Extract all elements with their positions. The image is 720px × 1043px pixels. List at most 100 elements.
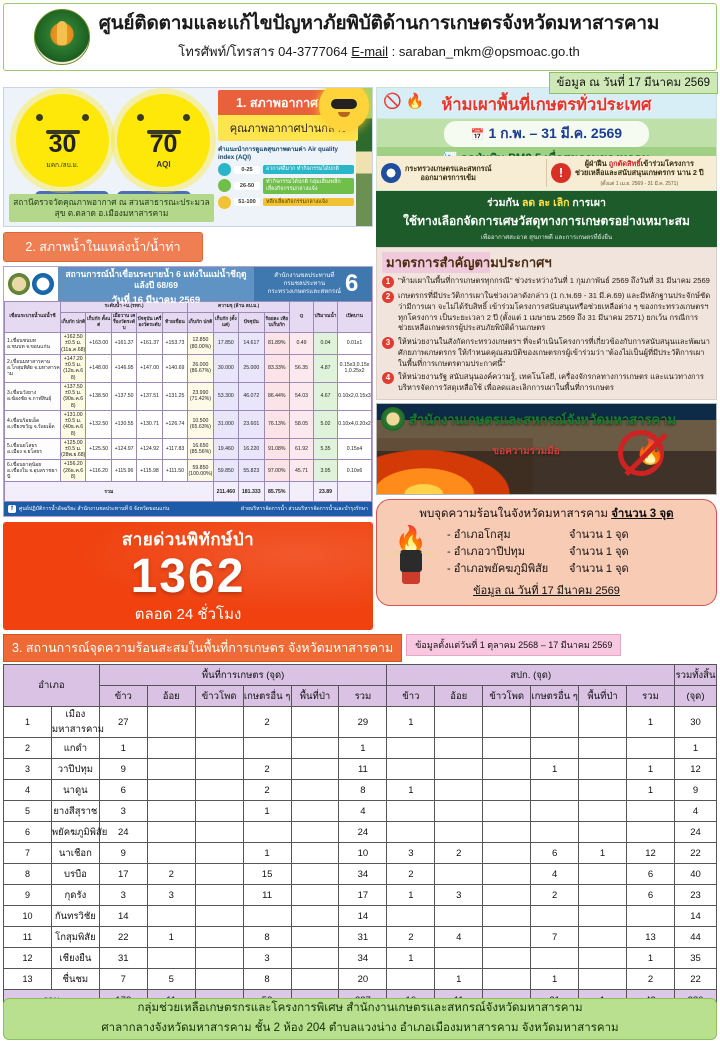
header-datestamp: ข้อมูล ณ วันที่ 17 มีนาคม 2569 xyxy=(548,72,718,94)
cell-ag-other: 11 xyxy=(242,884,292,907)
wt-v1: 31.000 xyxy=(212,409,240,439)
no-fire-icon: 🔥 xyxy=(618,430,665,477)
cell-sp-other: 2 xyxy=(530,884,580,907)
cell-sp-other xyxy=(530,905,580,928)
wt-total-v1: 211.460 xyxy=(212,481,240,503)
table-row: 4 นาดูน 6 2 8 1 1 9 xyxy=(3,779,717,802)
cell-ag-cane: 2 xyxy=(146,863,196,886)
cell-ag-total: 34 xyxy=(338,863,388,886)
page-title: ศูนย์ติดตามและแก้ไขปัญหาภัยพิบัติด้านการ… xyxy=(98,13,660,35)
cell-sp-cane xyxy=(434,758,484,781)
row-index: 5 xyxy=(3,800,52,823)
office-line3: กระทรวงเกษตรและสหกรณ์ xyxy=(267,288,341,296)
office-banner-mid: ขอความร่วมมือ xyxy=(492,445,560,457)
cell-ag-other: 2 xyxy=(242,779,292,802)
hotspot-title-b: จำนวน 3 จุด xyxy=(611,508,674,521)
wt-h-gate: เปิดบาน xyxy=(337,300,372,334)
fire-icon: 🔥 xyxy=(405,93,425,110)
row-amphoe: กุดรัง xyxy=(50,884,100,907)
header-text-block: ศูนย์ติดตามและแก้ไขปัญหาภัยพิบัติด้านการ… xyxy=(90,12,708,62)
th-grand-group: รวมทั้งสิ้น xyxy=(674,664,717,687)
cell-sp-total: 13 xyxy=(625,926,676,949)
penalty-line2: ช่วยเหลือและสนับสนุนเกษตรกร นาน 2 ปี xyxy=(575,168,704,178)
cell-ag-forest xyxy=(290,863,340,886)
cell-sp-cane: 1 xyxy=(434,968,484,991)
penalty-line1a: ผู้ฝ่าฝืน xyxy=(584,158,609,168)
warning-icon: ! xyxy=(551,163,571,183)
cell-sp-forest xyxy=(578,884,627,907)
hotspot-row: - อำเภอพยัคฆภูมิพิสัย จำนวน 1 จุด xyxy=(447,561,710,578)
pm25-unit: มคก./ลบ.ม. xyxy=(46,161,79,169)
cell-sp-rice: 2 xyxy=(386,926,436,949)
office-number: 6 xyxy=(344,270,359,297)
cell-sp-rice xyxy=(386,737,436,760)
th-sp-corn: ข้าวโพด xyxy=(482,685,532,708)
cell-grand: 22 xyxy=(674,968,717,991)
wt-c2: +124.97 xyxy=(110,437,138,461)
water-date: วันที่ 16 มีนาคม 2569 xyxy=(111,295,201,307)
wt-cap: 59.850 xyxy=(192,464,209,471)
cell-sp-cane xyxy=(434,863,484,886)
green-line1: ร่วมกัน ลด ละ เลิก การเผา xyxy=(380,194,713,211)
cell-sp-forest xyxy=(578,821,627,844)
pm25-value: 30 xyxy=(48,129,77,158)
burn-ban-dates: 📅 1 ก.พ. – 31 มี.ค. 2569 xyxy=(444,121,649,147)
cell-ag-forest xyxy=(290,905,340,928)
aqi-legend-row: 26-50 ทำกิจกรรมได้ปกติ กลุ่มเสี่ยงหลีกเล… xyxy=(218,178,354,194)
wt-total-v2: 181.333 xyxy=(238,481,265,503)
green-l1b: ลด ละ เลิก xyxy=(521,197,570,209)
cell-ag-cane xyxy=(146,779,196,802)
wt-sh-3: ปัจจุบัน เครื่องวัดระดับ xyxy=(136,311,163,334)
cell-sp-total: 1 xyxy=(625,947,676,970)
wt-dam-sub: อ.โกสุมพิสัย จ.มหาสารคาม xyxy=(7,365,60,378)
table-row: 11 โกสุมพิสัย 22 1 8 31 2 4 7 13 44 xyxy=(3,926,717,949)
wt-keepd: (90ธ.ค.68) xyxy=(63,396,84,409)
cell-ag-total: 4 xyxy=(338,800,388,823)
wt-c3: +124.92 xyxy=(136,437,163,461)
cell-ag-total: 14 xyxy=(338,905,388,928)
cell-sp-corn xyxy=(482,968,532,991)
measure-number: 3 xyxy=(382,337,394,350)
fire-icon: 🔥 xyxy=(635,439,665,467)
wt-keep: +156.20 xyxy=(63,461,83,468)
wt-v1: 30.000 xyxy=(212,353,240,383)
hotspot-amphoe: - อำเภอพยัคฆภูมิพิสัย xyxy=(447,563,549,576)
right-column: 🚫 🔥 ห้ามเผาพื้นที่เกษตรทั่วประเทศ 📅 1 ก.… xyxy=(376,87,717,630)
wt-dam-sub: อ.ชนบท จ.ขอนแก่น xyxy=(7,343,50,350)
wt-total-pct: 85.75% xyxy=(263,481,290,503)
wt-dam-name: 2.เขื่อนมหาสารคาม xyxy=(7,359,51,366)
wt-dam-name: 1.เขื่อนชนบท xyxy=(7,337,36,344)
fire-mascot-icon: 🔥 xyxy=(383,526,439,585)
wt-gate: 0.10x2,0.15x3 xyxy=(337,381,372,411)
measure-item: 4 ให้หน่วยงานรัฐ สนับสนุนองค์ความรู้, เท… xyxy=(382,372,711,394)
water-foot-left: ศูนย์ปฏิบัติการน้ำอัจฉริยะ สำนักงานชลประ… xyxy=(19,506,170,513)
row-index: 12 xyxy=(3,947,52,970)
cell-ag-rice: 1 xyxy=(98,737,148,760)
phone-text: โทรศัพท์/โทรสาร 04-3777064 xyxy=(178,43,348,59)
wt-q: 45.71 xyxy=(289,459,314,483)
wt-v1: 19.460 xyxy=(212,437,240,461)
cell-sp-total xyxy=(625,821,676,844)
wt-v1: 53.300 xyxy=(212,381,240,411)
cell-sp-corn xyxy=(482,706,532,739)
facebook-icon: f xyxy=(8,505,16,514)
wt-keepd: (26ธ.ค.68) xyxy=(63,467,84,480)
cell-sp-corn xyxy=(482,863,532,886)
cell-ag-forest xyxy=(290,968,340,991)
cell-sp-rice: 3 xyxy=(386,842,436,865)
cell-ag-rice: 9 xyxy=(98,758,148,781)
wt-c1: +132.50 xyxy=(85,409,112,439)
hotspot-title: พบจุดความร้อนในจังหวัดมหาสารคาม จำนวน 3 … xyxy=(383,505,710,523)
measure-text: ให้หน่วยงานรัฐ สนับสนุนองค์ความรู้, เทคโ… xyxy=(398,372,704,393)
cell-ag-other: 3 xyxy=(242,947,292,970)
cell-ag-rice: 14 xyxy=(98,905,148,928)
cell-ag-corn xyxy=(194,863,244,886)
cell-sp-total: 2 xyxy=(625,968,676,991)
cell-sp-rice: 1 xyxy=(386,706,436,739)
cell-ag-other: 2 xyxy=(242,706,292,739)
section-3-note: ข้อมูลตั้งแต่วันที่ 1 ตุลาคม 2568 – 17 ม… xyxy=(406,634,622,657)
wt-keep: +137.50 ±0.5 ม. xyxy=(63,383,83,397)
cell-ag-corn xyxy=(194,905,244,928)
hotspot-table-head: อำเภอ พื้นที่การเกษตร (จุด) สปก. (จุด) ร… xyxy=(3,664,717,708)
cell-grand: 23 xyxy=(674,884,717,907)
